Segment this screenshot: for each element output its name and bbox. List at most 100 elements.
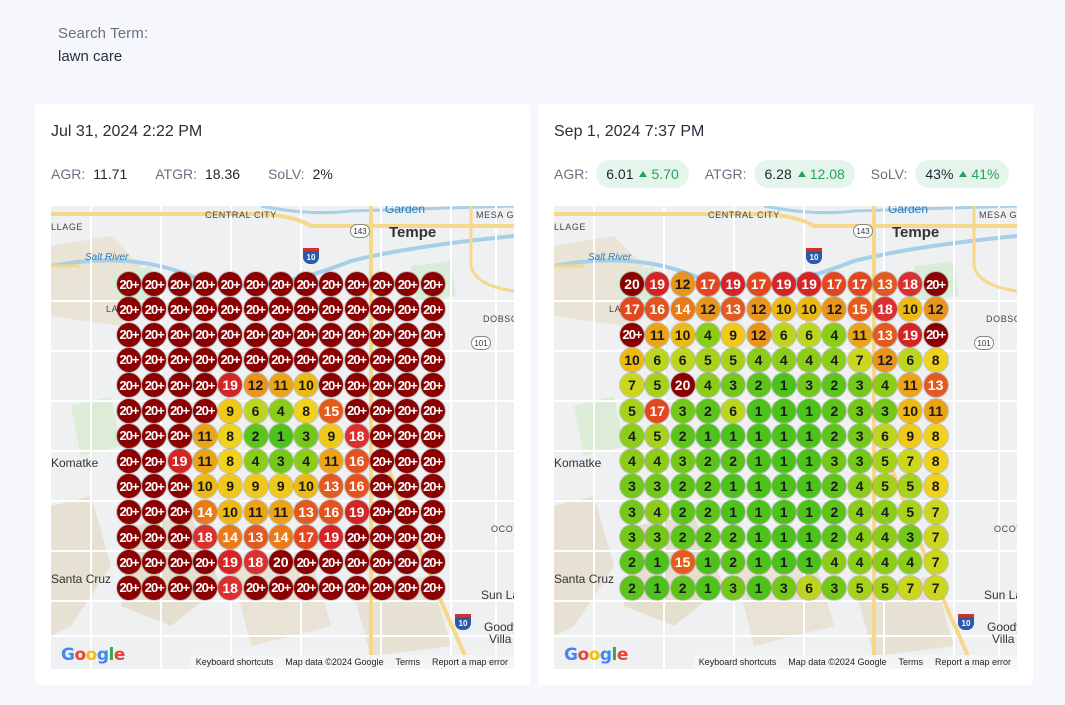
rank-pin[interactable]: 5 <box>898 499 923 524</box>
rank-pin[interactable]: 2 <box>695 499 720 524</box>
rank-pin[interactable]: 20+ <box>218 347 243 372</box>
rank-pin[interactable]: 20+ <box>243 322 268 347</box>
rank-pin[interactable]: 20+ <box>370 423 394 448</box>
rank-pin[interactable]: 9 <box>218 474 243 499</box>
rank-pin[interactable]: 13 <box>294 499 319 524</box>
rank-pin[interactable]: 13 <box>873 322 897 347</box>
rank-pin[interactable]: 18 <box>344 423 369 448</box>
rank-pin[interactable]: 20+ <box>192 297 217 322</box>
rank-pin[interactable]: 9 <box>243 474 268 499</box>
rank-pin[interactable]: 2 <box>822 398 847 423</box>
rank-pin[interactable]: 19 <box>218 550 243 575</box>
rank-pin[interactable]: 20+ <box>420 272 445 296</box>
rank-pin[interactable]: 20+ <box>243 297 268 322</box>
rank-pin[interactable]: 2 <box>721 550 746 575</box>
report-map-error-link[interactable]: Report a map error <box>934 657 1011 667</box>
rank-pin[interactable]: 5 <box>873 474 897 499</box>
rank-pin[interactable]: 7 <box>847 347 872 372</box>
rank-pin[interactable]: 20+ <box>142 525 167 549</box>
rank-pin[interactable]: 20+ <box>142 297 167 322</box>
rank-pin[interactable]: 20+ <box>117 499 141 524</box>
rank-pin[interactable]: 20+ <box>370 550 394 575</box>
rank-pin[interactable]: 20+ <box>117 449 141 474</box>
rank-pin[interactable]: 2 <box>670 575 695 600</box>
report-map-error-link[interactable]: Report a map error <box>431 657 508 667</box>
rank-pin[interactable]: 1 <box>695 550 720 575</box>
rank-pin[interactable]: 20+ <box>344 373 369 398</box>
rank-pin[interactable]: 6 <box>771 322 796 347</box>
rank-pin[interactable]: 3 <box>620 474 644 499</box>
rank-pin[interactable]: 1 <box>797 474 822 499</box>
rank-pin[interactable]: 20+ <box>117 525 141 549</box>
rank-pin[interactable]: 12 <box>670 272 695 296</box>
rank-pin[interactable]: 16 <box>319 499 344 524</box>
rank-pin[interactable]: 1 <box>746 423 771 448</box>
rank-pin[interactable]: 20+ <box>370 474 394 499</box>
rank-pin[interactable]: 20+ <box>395 499 420 524</box>
rank-pin[interactable]: 20+ <box>117 423 141 448</box>
rank-pin[interactable]: 20+ <box>268 322 293 347</box>
rank-pin[interactable]: 20+ <box>370 499 394 524</box>
rank-pin[interactable]: 20+ <box>344 347 369 372</box>
rank-pin[interactable]: 2 <box>695 525 720 549</box>
rank-pin[interactable]: 20+ <box>370 297 394 322</box>
rank-pin[interactable]: 4 <box>645 449 670 474</box>
rank-pin[interactable]: 20+ <box>268 575 293 600</box>
rank-pin[interactable]: 20+ <box>395 272 420 296</box>
rank-pin[interactable]: 2 <box>822 499 847 524</box>
rank-pin[interactable]: 20+ <box>243 272 268 296</box>
rank-pin[interactable]: 20+ <box>142 272 167 296</box>
rank-pin[interactable]: 7 <box>923 525 948 549</box>
rank-pin[interactable]: 10 <box>620 347 644 372</box>
rank-pin[interactable]: 20+ <box>395 575 420 600</box>
rank-pin[interactable]: 6 <box>797 575 822 600</box>
rank-pin[interactable]: 1 <box>771 373 796 398</box>
rank-pin[interactable]: 20+ <box>294 322 319 347</box>
rank-pin[interactable]: 10 <box>218 499 243 524</box>
rank-pin[interactable]: 3 <box>847 449 872 474</box>
rank-pin[interactable]: 3 <box>771 575 796 600</box>
rank-pin[interactable]: 4 <box>847 499 872 524</box>
rank-pin[interactable]: 11 <box>192 423 217 448</box>
rank-pin[interactable]: 3 <box>645 474 670 499</box>
rank-pin[interactable]: 1 <box>746 398 771 423</box>
rank-pin[interactable]: 20+ <box>395 297 420 322</box>
rank-pin[interactable]: 20+ <box>167 525 192 549</box>
rank-pin[interactable]: 1 <box>746 449 771 474</box>
rank-pin[interactable]: 20+ <box>620 322 644 347</box>
rank-pin[interactable]: 9 <box>319 423 344 448</box>
rank-pin[interactable]: 1 <box>797 550 822 575</box>
rank-pin[interactable]: 20+ <box>117 272 141 296</box>
rank-pin[interactable]: 12 <box>746 322 771 347</box>
rank-pin[interactable]: 7 <box>923 550 948 575</box>
rank-pin[interactable]: 2 <box>695 398 720 423</box>
rank-pin[interactable]: 20+ <box>268 297 293 322</box>
rank-pin[interactable]: 20+ <box>420 398 445 423</box>
rank-pin[interactable]: 18 <box>218 575 243 600</box>
rank-pin[interactable]: 1 <box>797 423 822 448</box>
rank-pin[interactable]: 20+ <box>167 373 192 398</box>
rank-pin[interactable]: 1 <box>695 575 720 600</box>
rank-pin[interactable]: 3 <box>847 423 872 448</box>
rank-pin[interactable]: 20+ <box>294 297 319 322</box>
rank-pin[interactable]: 20+ <box>294 575 319 600</box>
rank-pin[interactable]: 11 <box>268 373 293 398</box>
rank-pin[interactable]: 10 <box>898 297 923 322</box>
rank-pin[interactable]: 20+ <box>117 322 141 347</box>
rank-pin[interactable]: 10 <box>294 373 319 398</box>
rank-pin[interactable]: 20+ <box>192 398 217 423</box>
rank-pin[interactable]: 3 <box>822 449 847 474</box>
rank-pin[interactable]: 10 <box>192 474 217 499</box>
rank-pin[interactable]: 17 <box>847 272 872 296</box>
rank-pin[interactable]: 15 <box>319 398 344 423</box>
rank-pin[interactable]: 15 <box>847 297 872 322</box>
rank-pin[interactable]: 3 <box>645 525 670 549</box>
rank-pin[interactable]: 20+ <box>395 322 420 347</box>
rank-pin[interactable]: 4 <box>873 525 897 549</box>
rank-pin[interactable]: 14 <box>670 297 695 322</box>
rank-pin[interactable]: 1 <box>645 575 670 600</box>
rank-pin[interactable]: 9 <box>721 322 746 347</box>
rank-pin[interactable]: 5 <box>721 347 746 372</box>
rank-pin[interactable]: 4 <box>847 474 872 499</box>
rank-pin[interactable]: 19 <box>167 449 192 474</box>
